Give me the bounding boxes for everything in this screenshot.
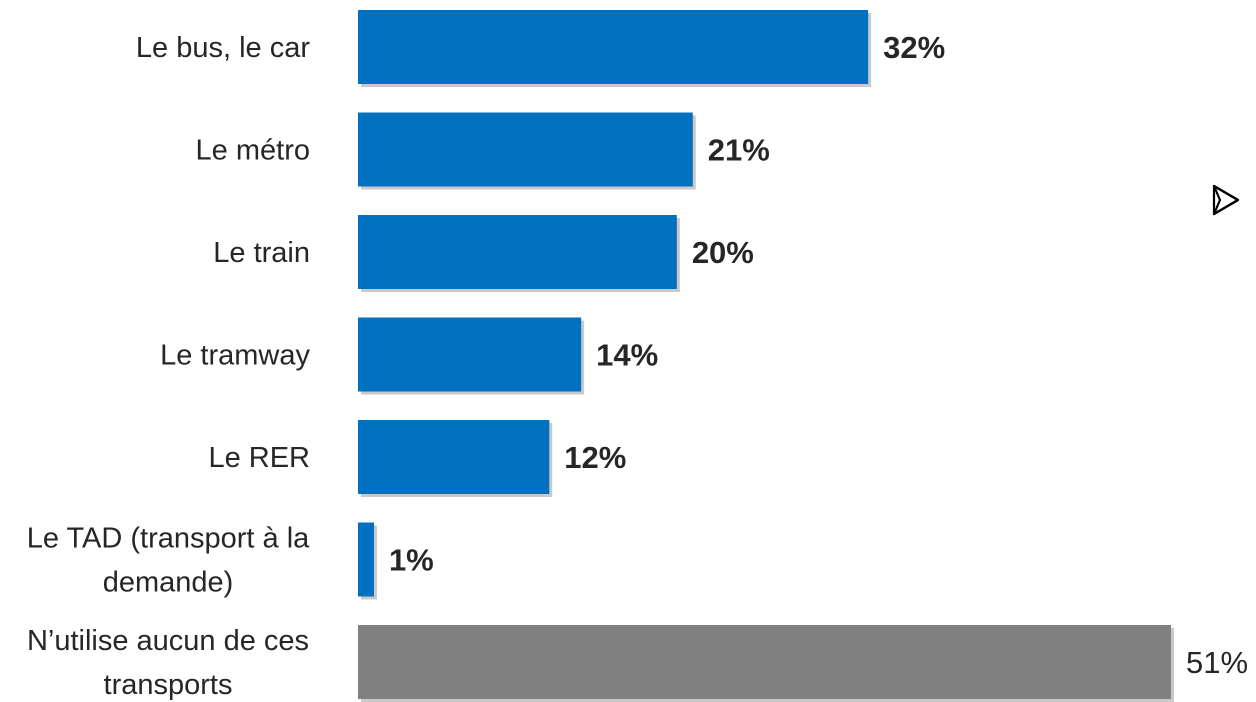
category-label: Le RER	[208, 442, 310, 474]
bar	[358, 10, 869, 84]
bar	[358, 317, 582, 392]
bar	[358, 215, 677, 289]
category-label-line: N’utilise aucun de ces	[27, 625, 309, 657]
category-labels: Le bus, le car Le métro Le train Le tramway…	[27, 32, 311, 701]
value-label: 32%	[883, 30, 945, 65]
category-label: Le tramway	[160, 340, 310, 372]
category-label: Le TAD (transport à la demande)	[27, 523, 310, 599]
value-labels: 32% 21% 20% 14% 12% 1% 51%	[389, 30, 1248, 680]
value-label: 1%	[389, 543, 434, 578]
category-label-line: transports	[104, 669, 233, 701]
arrowhead-right-icon	[1212, 184, 1240, 216]
category-label: N’utilise aucun de ces transports	[27, 625, 309, 701]
category-label-line: demande)	[103, 567, 234, 599]
bars-layer	[358, 10, 1174, 702]
value-label: 20%	[692, 235, 754, 270]
bar	[358, 625, 1171, 699]
value-label: 51%	[1186, 645, 1248, 680]
bar	[358, 522, 374, 597]
value-label: 14%	[596, 338, 658, 373]
bar	[358, 112, 693, 187]
category-label: Le métro	[196, 135, 310, 167]
category-label-line: Le TAD (transport à la	[27, 523, 310, 555]
value-label: 12%	[564, 440, 626, 475]
value-label: 21%	[708, 133, 770, 168]
category-label: Le bus, le car	[136, 32, 310, 64]
category-label: Le train	[213, 237, 310, 269]
bar	[358, 420, 550, 494]
